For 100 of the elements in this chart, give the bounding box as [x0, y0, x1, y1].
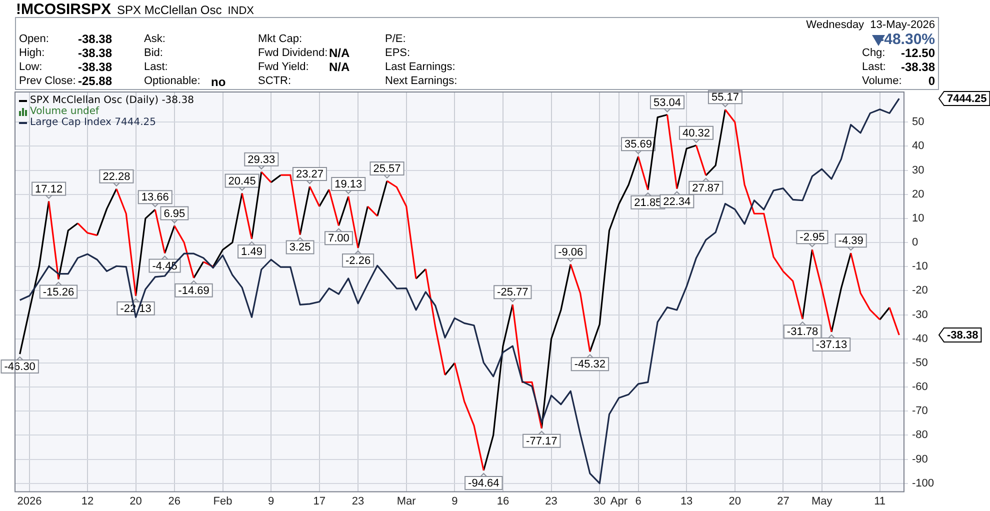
y-tick-label: 30	[912, 164, 924, 176]
x-tick-label: 9	[268, 495, 274, 508]
data-label: 17.12	[35, 183, 63, 196]
x-tick-label: 30	[593, 495, 606, 508]
x-tick-label: 12	[81, 495, 94, 508]
data-label: -14.69	[178, 284, 210, 297]
text: no	[211, 75, 226, 89]
text: -25.88	[78, 74, 112, 88]
text: Prev Close:	[19, 75, 76, 87]
x-tick-label: 2026	[17, 495, 42, 508]
x-tick-label: 27	[777, 495, 790, 508]
data-label: -9.06	[558, 246, 584, 258]
text: Chg:	[862, 47, 886, 59]
data-label: 25.57	[373, 162, 401, 175]
chart-subtitle: SPX McClellan Osc	[117, 3, 222, 17]
x-tick-label: 23	[352, 495, 364, 508]
data-label: -4.39	[838, 235, 864, 248]
y-tick-label: 0	[912, 236, 918, 249]
data-label: 23.27	[296, 168, 324, 181]
data-label: -2.95	[800, 232, 825, 244]
data-label: -2.26	[345, 255, 371, 267]
y-tick-label: -60	[912, 381, 928, 394]
y-tick-label: -40	[912, 332, 928, 345]
text: -38.38	[78, 46, 112, 60]
text: Fwd Dividend:	[258, 47, 328, 59]
data-label: 6.95	[164, 208, 186, 220]
x-tick-label: Mar	[396, 495, 416, 508]
data-label: 40.32	[682, 127, 710, 140]
x-tick-label: 17	[313, 495, 326, 508]
x-tick-label: 6	[635, 495, 642, 508]
text: -38.38	[78, 60, 112, 74]
text: Low:	[19, 61, 42, 73]
data-label: -15.26	[42, 286, 74, 298]
data-label: 35.69	[624, 138, 652, 151]
text: -12.50	[900, 46, 935, 60]
text: Last:	[144, 61, 168, 73]
data-label: -77.17	[526, 435, 558, 448]
x-tick-label: Apr	[610, 495, 628, 508]
data-label: 13.66	[141, 192, 169, 204]
x-tick-label: 26	[168, 495, 181, 508]
y-tick-label: -50	[912, 356, 928, 369]
text: INDX	[228, 5, 254, 17]
text: N/A	[329, 46, 350, 60]
x-tick-label: 20	[130, 495, 142, 508]
data-label: -94.64	[468, 477, 500, 490]
text: Ask:	[144, 33, 166, 45]
annotation: Volume undef	[30, 106, 100, 117]
data-label: 1.49	[241, 246, 262, 258]
text: -38.38	[947, 329, 978, 342]
text: 7444.25	[947, 93, 987, 106]
data-label: 29.33	[248, 154, 276, 166]
text: Mkt Cap:	[258, 33, 302, 45]
y-tick-label: -70	[912, 405, 928, 418]
text: SCTR:	[258, 75, 291, 87]
x-tick-label: 16	[496, 495, 510, 508]
data-label: 53.04	[653, 96, 682, 109]
data-label: -37.13	[816, 338, 848, 351]
chart-title: !MCOSIRSPX	[16, 1, 112, 18]
x-tick-label: May	[811, 495, 833, 508]
y-tick-label: 40	[912, 140, 924, 152]
text: EPS:	[385, 47, 410, 59]
text: -38.38	[900, 60, 935, 74]
x-tick-label: 13	[680, 495, 693, 508]
text: Bid:	[144, 47, 163, 59]
y-tick-label: -30	[912, 308, 928, 321]
data-label: 22.28	[102, 170, 130, 183]
x-tick-label: 23	[545, 495, 558, 508]
data-label: 7.00	[328, 232, 350, 245]
data-label: 20.45	[228, 175, 256, 188]
y-tick-label: -90	[912, 453, 928, 466]
y-tick-label: -100	[912, 477, 934, 490]
y-tick-label: 50	[912, 116, 924, 128]
y-tick-label: 20	[912, 188, 924, 200]
y-tick-label: -10	[912, 260, 928, 273]
text: Wednesday 13-May-2026	[806, 19, 935, 31]
text: Last Earnings:	[385, 61, 456, 73]
text: N/A	[329, 60, 350, 74]
data-label: 3.25	[289, 242, 311, 254]
text: Optionable:	[144, 75, 200, 87]
y-tick-label: -80	[912, 429, 928, 442]
text: Open:	[19, 33, 49, 45]
x-tick-label: Feb	[213, 495, 232, 508]
legend-label: Large Cap Index 7444.25	[30, 117, 156, 128]
data-label: -25.77	[497, 286, 528, 299]
data-label: -31.78	[786, 326, 818, 338]
text: Fwd Yield:	[258, 61, 309, 73]
x-tick-label: 9	[452, 495, 458, 508]
text: High:	[19, 47, 45, 59]
y-tick-label: -20	[912, 284, 928, 297]
text: -38.38	[78, 32, 112, 46]
y-tick-label: 10	[912, 212, 924, 224]
text: Volume:	[862, 75, 902, 87]
data-label: 19.13	[334, 178, 362, 190]
text: P/E:	[385, 33, 406, 45]
data-label: 22.34	[663, 196, 691, 208]
text: Last:	[862, 61, 886, 73]
x-tick-label: 20	[728, 495, 742, 508]
x-tick-label: 11	[874, 495, 886, 508]
text: Next Earnings:	[385, 75, 458, 87]
data-label: 27.87	[692, 182, 720, 194]
